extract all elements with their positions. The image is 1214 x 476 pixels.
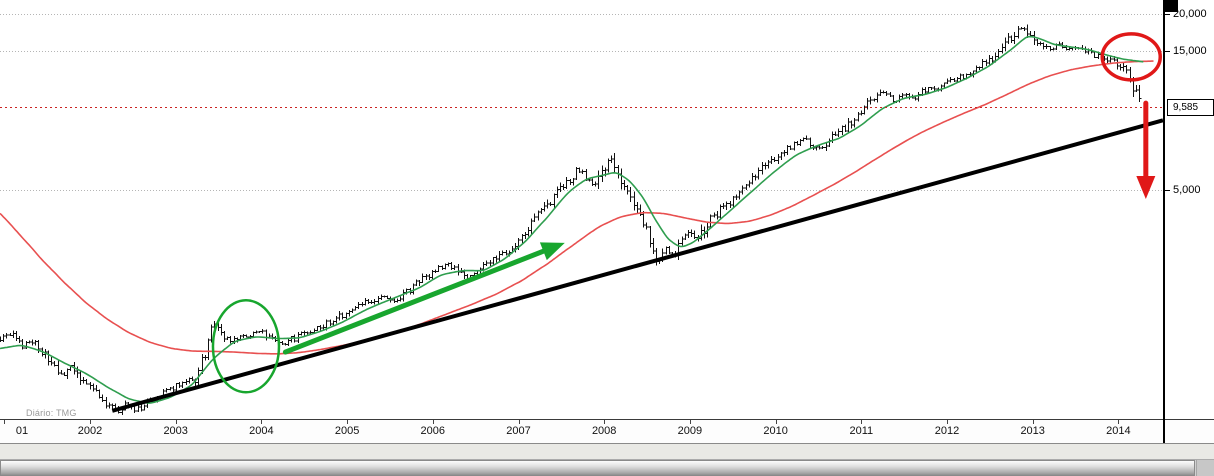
- golden-cross-ellipse: [211, 299, 281, 394]
- year-tick-mark: [1118, 420, 1119, 424]
- year-tick-mark: [861, 420, 862, 424]
- ma-slow-line: [0, 60, 1154, 355]
- time-axis: 01 2002 2003 2004 2005 2006 2007 2008 2009 2010 20…: [0, 419, 1214, 444]
- year-label: 2006: [420, 425, 446, 437]
- year-label: 2013: [1020, 425, 1045, 437]
- price-chart-plot[interactable]: Diário: TMG: [0, 0, 1163, 419]
- year-label: 2011: [849, 425, 874, 437]
- gridlines: [0, 14, 1163, 191]
- year-tick-mark: [519, 420, 520, 424]
- bottom-gap-strip: [0, 444, 1214, 459]
- year-tick-mark: [176, 420, 177, 424]
- breakdown-arrow: [1136, 100, 1156, 199]
- year-label: 2010: [763, 425, 788, 437]
- year-tick-mark: [261, 420, 262, 424]
- last-price-box: 9,585: [1167, 99, 1214, 117]
- ma-fast-line: [0, 35, 1144, 404]
- chart-canvas: [0, 14, 1163, 415]
- year-tick-mark: [776, 420, 777, 424]
- price-tick-label: 15,000: [1173, 44, 1207, 57]
- price-tick-mark: [1165, 190, 1170, 191]
- year-label: 2007: [506, 425, 531, 437]
- year-tick-mark: [347, 420, 348, 424]
- year-tick-mark: [433, 420, 434, 424]
- scrollbar-corner: [1196, 460, 1214, 476]
- support-trendline: [111, 118, 1163, 413]
- year-label: 2008: [591, 425, 617, 437]
- breakdown-circle: [1100, 32, 1163, 82]
- price-axis-line: [1163, 0, 1165, 443]
- year-label: 01: [15, 425, 29, 437]
- year-tick-mark: [947, 420, 948, 424]
- price-tick-label: 5,000: [1173, 183, 1201, 196]
- axis-top-marker: [1165, 0, 1178, 12]
- year-tick-mark: [4, 420, 5, 424]
- year-label: 2009: [677, 425, 703, 437]
- year-tick-mark: [90, 420, 91, 424]
- uptrend-arrow: [282, 242, 565, 355]
- year-tick-mark: [690, 420, 691, 424]
- timeframe-symbol-label: Diário: TMG: [26, 408, 77, 418]
- price-axis: 9,585 20,000 15,000 5,000: [1165, 0, 1214, 419]
- last-price-label: 9,585: [1173, 102, 1199, 114]
- year-tick-mark: [1033, 420, 1034, 424]
- year-label: 2002: [77, 425, 103, 437]
- price-tick-mark: [1165, 51, 1170, 52]
- year-label: 2005: [334, 425, 360, 437]
- year-label: 2004: [249, 425, 274, 437]
- price-tick-label: 20,000: [1173, 8, 1207, 21]
- price-tick-mark: [1165, 14, 1170, 15]
- year-label: 2012: [934, 425, 960, 437]
- scrollbar-thumb[interactable]: [0, 460, 1195, 476]
- year-tick-mark: [604, 420, 605, 424]
- horizontal-scrollbar: [0, 459, 1214, 476]
- candles-series: [0, 24, 1142, 415]
- year-label: 2003: [163, 425, 188, 437]
- year-label: 2014: [1106, 425, 1131, 437]
